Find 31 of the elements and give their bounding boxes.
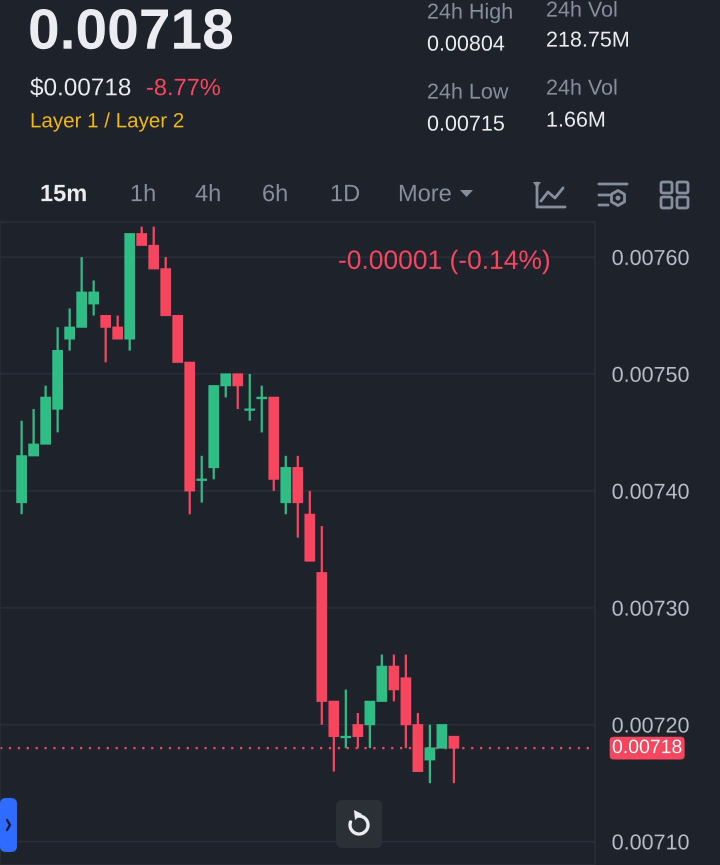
y-tick-label: 0.00720	[612, 717, 689, 733]
text: 24h Vol	[547, 0, 616, 17]
text: 24h High	[428, 2, 512, 24]
y-tick-label: 0.00740	[612, 484, 689, 499]
text: More	[400, 184, 451, 202]
text: 0.00804	[428, 36, 504, 51]
y-tick-label: 0.00710	[612, 834, 689, 850]
text: 218.75M	[547, 32, 628, 47]
y-tick-label: 0.00760	[612, 250, 689, 266]
text: 24h Vol	[547, 78, 616, 95]
text: 4h	[196, 184, 220, 202]
candlestick	[196, 454, 208, 504]
candlestick	[244, 372, 256, 422]
y-tick-label: 0.00730	[612, 600, 689, 616]
ref-line-label: 0.00718	[612, 740, 682, 754]
text: 6h	[263, 184, 287, 202]
text: 0.00715	[428, 116, 504, 131]
text: 1h	[132, 184, 155, 202]
chart-title: 0.00718	[30, 8, 232, 50]
text: Layer 1 / Layer 2	[32, 112, 184, 132]
text: 1D	[332, 184, 360, 202]
text: -8.77%	[147, 78, 220, 96]
annotation: -0.00001 (-0.14%)	[339, 250, 550, 274]
text: 1.66M	[548, 112, 604, 127]
candlestick	[340, 688, 352, 750]
text: $0.00718	[30, 77, 130, 97]
text: 15m	[41, 184, 86, 202]
candlestick	[256, 384, 268, 434]
text: 24h Low	[428, 82, 508, 99]
candlestick	[232, 372, 244, 410]
y-tick-label: 0.00750	[612, 366, 689, 382]
